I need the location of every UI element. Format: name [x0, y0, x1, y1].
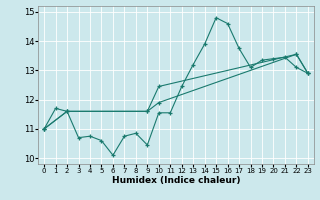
- X-axis label: Humidex (Indice chaleur): Humidex (Indice chaleur): [112, 176, 240, 185]
